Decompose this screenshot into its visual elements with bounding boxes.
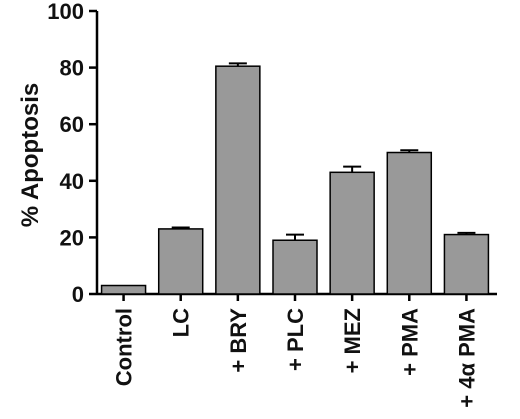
bar — [272, 239, 318, 295]
x-axis — [97, 292, 497, 301]
bars — [100, 65, 490, 295]
y-tick-label: 40 — [60, 169, 84, 194]
x-category-label: Control — [112, 308, 137, 386]
bar — [386, 151, 433, 295]
x-category-label: LC — [169, 308, 194, 337]
bar — [329, 171, 375, 295]
category-labels: Control LC + BRY + PLC + MEZ + PMA + 4α PMA — [112, 308, 480, 408]
bar — [443, 233, 490, 295]
x-category-label: + PMA — [397, 308, 422, 376]
y-tick-label: 20 — [60, 225, 84, 250]
bar — [100, 284, 147, 295]
y-tick-label: 60 — [60, 112, 84, 137]
x-category-label: + PLC — [283, 308, 308, 371]
bar — [215, 65, 261, 295]
error-bars — [171, 62, 476, 241]
bar — [157, 228, 204, 295]
y-tick-label: 80 — [60, 56, 84, 81]
y-tick-label: 0 — [72, 282, 84, 307]
x-category-label: + MEZ — [340, 308, 365, 373]
y-tick-label: 100 — [47, 0, 84, 24]
y-axis: 0 20 40 60 80 100 — [47, 0, 99, 307]
y-axis-title: % Apoptosis — [17, 83, 44, 227]
x-category-label: + 4α PMA — [454, 308, 479, 408]
x-category-label: + BRY — [226, 308, 251, 373]
